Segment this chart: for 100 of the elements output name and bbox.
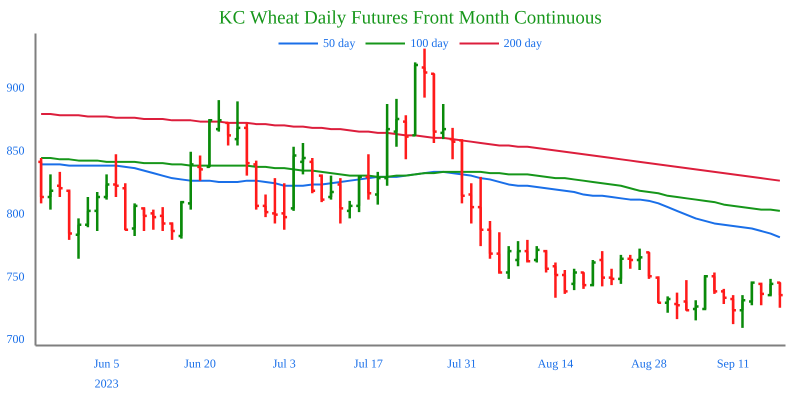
y-tick-label: 700 [6,332,24,346]
x-tick-label: Jun 5 [94,356,120,370]
candlestick [196,154,204,182]
candlestick [355,174,364,214]
candlestick [74,217,83,260]
candlestick [130,202,139,238]
candlestick [102,173,111,201]
y-tick-label: 900 [6,80,24,95]
candlestick [757,281,766,306]
candlestick [205,118,214,168]
candlestick [710,271,718,296]
candlestick [158,206,167,232]
candlestick [532,244,541,264]
candlestick [439,102,448,140]
candlestick [729,294,738,326]
candlestick [551,261,560,299]
candlestick [636,247,644,272]
candlestick [270,176,279,225]
x-tick-label: Aug 14 [538,356,574,370]
candlestick [318,173,326,204]
candlestick [608,268,616,286]
candlestick [224,122,232,147]
y-tick-label: 800 [6,206,24,220]
candlestick [701,274,710,312]
candlestick [458,138,466,205]
candlestick [542,248,550,274]
candlestick [168,220,176,242]
candlestick [504,244,513,280]
candlestick [298,142,308,176]
candlestick [121,182,130,232]
x-tick-label: Jul 3 [272,356,296,370]
y-tick-label: 850 [6,144,24,158]
candlestick [664,295,672,314]
candlestick [720,288,728,306]
candlestick [738,294,747,330]
candlestick [776,281,784,310]
candlestick [598,250,606,288]
candlestick [448,126,457,161]
candlestick [252,159,260,211]
candlestick [46,173,55,211]
legend-label: 50 day [323,36,356,50]
candlestick [56,170,64,198]
candlestick [588,258,597,288]
candlestick [280,182,288,232]
candlestick [214,98,223,133]
candlestick [644,251,654,280]
candlestick [682,278,690,312]
candlestick [766,278,775,298]
candlestick [476,176,485,248]
candlestick [261,193,270,218]
x-tick-label: Jun 20 [184,356,216,370]
legend-label: 200 day [504,36,542,50]
candlestick [336,176,344,225]
candlestick [523,238,532,264]
candlestick [177,200,186,240]
candlestick [84,196,92,228]
candlestick [242,122,251,177]
candlestick [374,170,382,206]
candlestick [411,61,420,137]
candlestick [65,188,74,242]
candlestick [626,254,634,270]
candlestick [467,182,476,225]
candlestick [308,156,316,195]
candlestick [420,47,429,99]
candlestick [495,231,504,276]
candlestick [37,156,46,205]
candlestick [672,291,682,320]
candlestick [112,153,120,198]
candlestick [514,240,522,268]
candlestick [290,145,298,212]
line-series [40,163,781,238]
candlestick [326,174,336,201]
chart-title: KC Wheat Daily Futures Front Month Continuous [218,8,602,28]
candlestick [570,268,578,292]
text: 2023 [94,376,119,390]
candlestick [748,280,756,306]
legend-label: 100 day [410,36,449,50]
candlestick [233,100,242,147]
candlestick [93,190,102,232]
candlestick [654,275,662,304]
candlestick [383,102,392,187]
line-series [40,157,781,212]
x-tick-label: Jul 31 [447,356,476,370]
line-series [40,113,781,182]
candlestick [579,271,588,290]
candlestick [149,208,158,232]
candlestick [692,298,700,322]
candlestick [140,206,148,232]
candlestick [616,254,625,286]
candlestick [486,220,494,260]
candlestick [186,150,195,211]
candlestick [560,268,569,296]
x-tick-label: Jul 17 [354,356,383,370]
candlestick [364,153,372,201]
x-tick-label: Sep 11 [716,356,750,370]
candlestick [402,114,410,161]
candlestick [392,98,401,148]
y-tick-label: 750 [6,269,24,284]
candlestick [346,200,354,220]
candlestick [430,72,438,144]
